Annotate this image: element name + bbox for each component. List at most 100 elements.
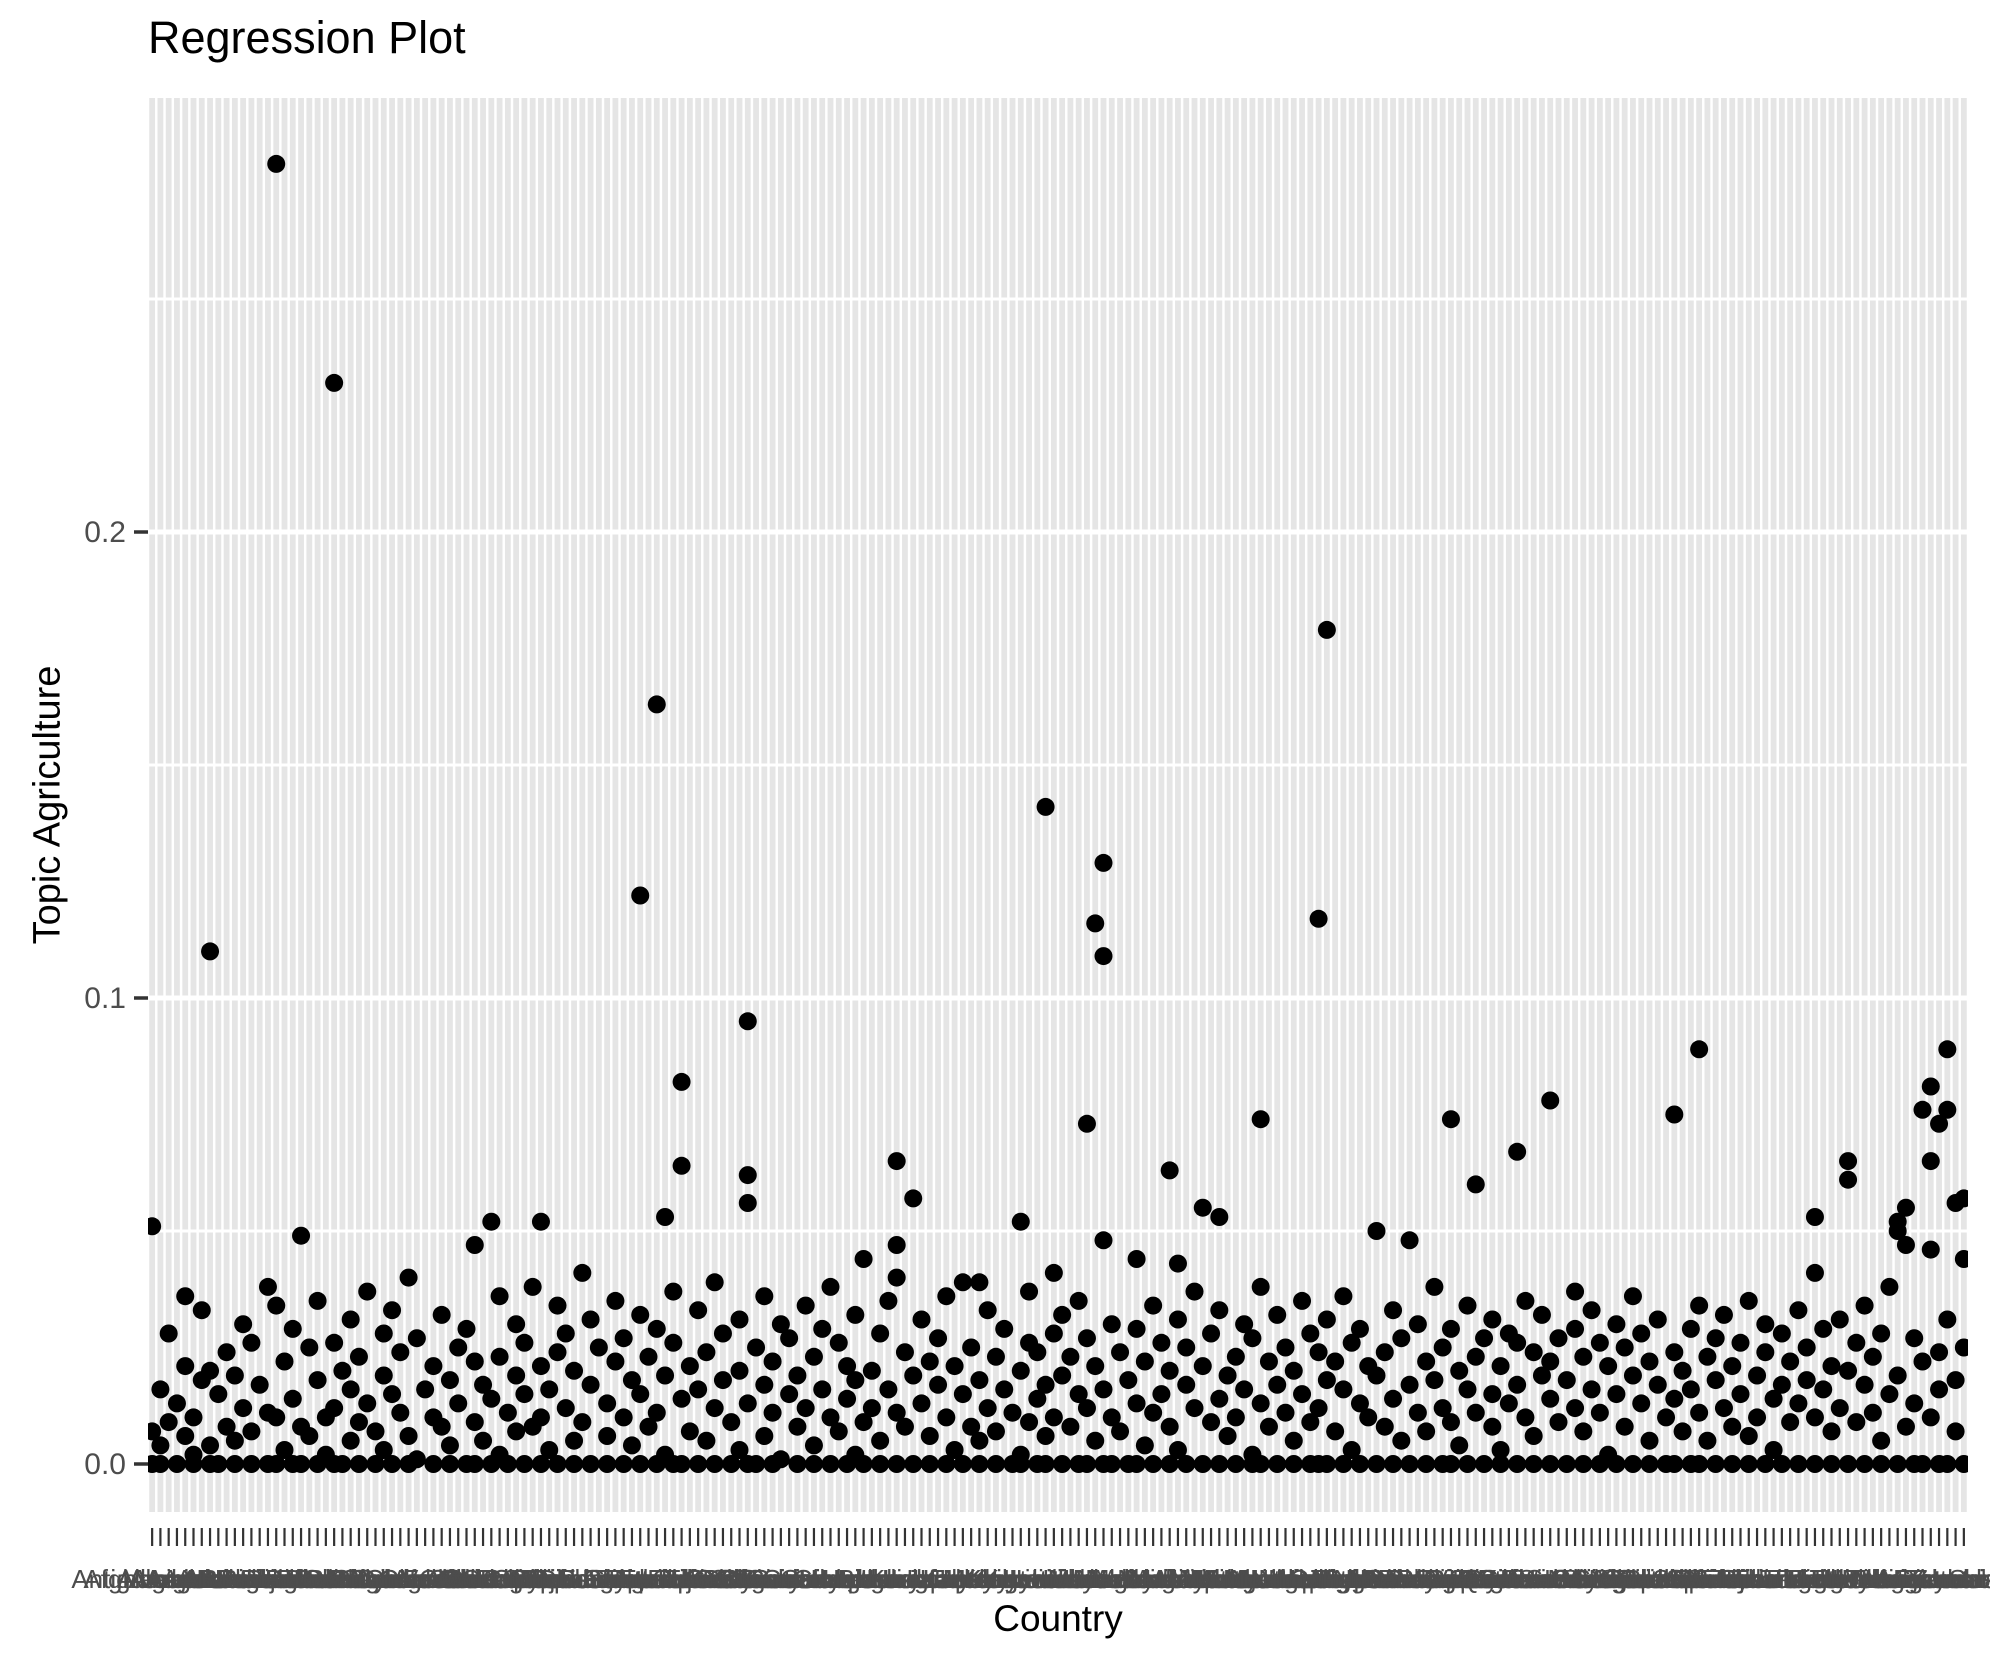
- data-point: [1665, 1455, 1684, 1473]
- data-point: [1714, 1305, 1733, 1324]
- data-point: [606, 1352, 625, 1371]
- x-tick-label: Belgium: [246, 1564, 340, 1594]
- data-point: [1863, 1347, 1882, 1366]
- data-point: [1690, 1296, 1709, 1315]
- x-tick-label: Bulgaria: [328, 1564, 424, 1594]
- data-point: [829, 1422, 848, 1441]
- x-tick-label: Greece: [730, 1564, 815, 1594]
- data-point: [705, 1273, 724, 1292]
- data-point: [970, 1431, 989, 1450]
- y-tick-label: 0.0: [84, 1448, 126, 1481]
- x-tick-label: Bahrain: [215, 1564, 305, 1594]
- data-point: [763, 1403, 782, 1422]
- data-point: [1491, 1441, 1510, 1459]
- data-point: [1905, 1394, 1924, 1413]
- x-axis-title: Country: [993, 1598, 1123, 1639]
- data-point: [325, 1399, 344, 1418]
- data-point: [1367, 1455, 1386, 1473]
- data-point: [1896, 1198, 1915, 1217]
- x-tick-label: Mayotte: [1157, 1564, 1250, 1594]
- x-tick-label: Marshall Islands: [1076, 1564, 1264, 1594]
- data-point: [1135, 1436, 1154, 1455]
- data-point: [1764, 1389, 1783, 1408]
- data-point: [267, 1408, 286, 1427]
- x-tick-label: Comoros: [439, 1564, 544, 1594]
- x-tick-label: Lithuania: [1042, 1564, 1148, 1594]
- data-point: [1119, 1371, 1138, 1390]
- data-point: [1574, 1422, 1593, 1441]
- data-point: [1665, 1343, 1684, 1362]
- x-tick-label: Monaco: [1190, 1564, 1283, 1594]
- data-point: [1483, 1310, 1502, 1329]
- data-point: [407, 1450, 426, 1469]
- data-point: [225, 1455, 244, 1473]
- data-point: [953, 1273, 972, 1292]
- x-tick-label: Rwanda: [1478, 1564, 1574, 1594]
- x-tick-label: Mexico: [1170, 1564, 1252, 1594]
- data-point: [1797, 1338, 1816, 1357]
- data-point: [565, 1431, 584, 1450]
- x-tick-label: Bermuda: [265, 1564, 371, 1594]
- x-tick-label: Qatar: [1460, 1564, 1525, 1594]
- data-point: [465, 1236, 484, 1254]
- data-point: [631, 886, 650, 905]
- data-point: [151, 1380, 170, 1399]
- data-point: [1036, 1427, 1055, 1445]
- data-point: [482, 1212, 501, 1231]
- x-tick-label: Tajikistan: [1712, 1564, 1819, 1594]
- data-point: [1632, 1394, 1651, 1413]
- x-tick-label: Macao: [1073, 1564, 1151, 1594]
- x-tick-label: Kyrgyzstan: [965, 1564, 1094, 1594]
- data-point: [1458, 1296, 1477, 1315]
- data-point: [846, 1305, 865, 1324]
- y-tick-labels: 0.0 0.1 0.2: [84, 516, 126, 1481]
- data-point: [1921, 1240, 1940, 1259]
- data-point: [1069, 1385, 1088, 1404]
- data-point: [1417, 1422, 1436, 1441]
- data-point: [432, 1417, 451, 1436]
- data-point: [325, 373, 344, 392]
- data-point: [548, 1343, 567, 1362]
- y-ticks: [134, 530, 148, 1466]
- data-point: [1334, 1455, 1353, 1473]
- data-point: [904, 1189, 923, 1208]
- data-point: [1053, 1305, 1072, 1324]
- data-point: [1921, 1152, 1940, 1171]
- data-point: [614, 1408, 633, 1427]
- data-point: [887, 1455, 906, 1473]
- x-tick-label: Uruguay: [1849, 1564, 1947, 1594]
- data-point: [986, 1422, 1005, 1441]
- x-tick-label: Aruba: [184, 1564, 254, 1594]
- x-tick-label: Curacao: [492, 1564, 590, 1594]
- data-point: [1888, 1455, 1907, 1473]
- data-point: [349, 1455, 368, 1473]
- data-point: [945, 1357, 964, 1376]
- data-point: [829, 1333, 848, 1352]
- data-point: [1326, 1352, 1345, 1371]
- x-tick-label: Ethiopia: [618, 1564, 712, 1594]
- data-point: [176, 1427, 195, 1445]
- data-point: [1532, 1305, 1551, 1324]
- data-point: [531, 1357, 550, 1376]
- x-tick-label: French Polynesia: [614, 1564, 815, 1594]
- data-point: [1615, 1338, 1634, 1357]
- data-point: [1400, 1375, 1419, 1394]
- y-axis-title: Topic Agriculture: [26, 665, 69, 945]
- data-point: [1673, 1361, 1692, 1380]
- data-point: [234, 1315, 253, 1334]
- data-point: [1168, 1310, 1187, 1329]
- x-tick-label: Austria: [194, 1564, 275, 1594]
- x-tick-label: Jersey: [933, 1564, 1010, 1594]
- data-point: [1706, 1455, 1725, 1473]
- data-point: [1632, 1324, 1651, 1343]
- data-point: [1102, 1408, 1121, 1427]
- data-point: [1011, 1212, 1030, 1231]
- x-tick-label: Timor-Leste: [1721, 1564, 1859, 1594]
- data-point: [1566, 1399, 1585, 1418]
- x-tick-label: Indonesia: [840, 1564, 953, 1594]
- data-point: [275, 1352, 294, 1371]
- x-tick-label: Northern Mariana Islands: [1239, 1564, 1531, 1594]
- data-point: [1524, 1427, 1543, 1445]
- data-point: [904, 1455, 923, 1473]
- data-point: [1317, 1310, 1336, 1329]
